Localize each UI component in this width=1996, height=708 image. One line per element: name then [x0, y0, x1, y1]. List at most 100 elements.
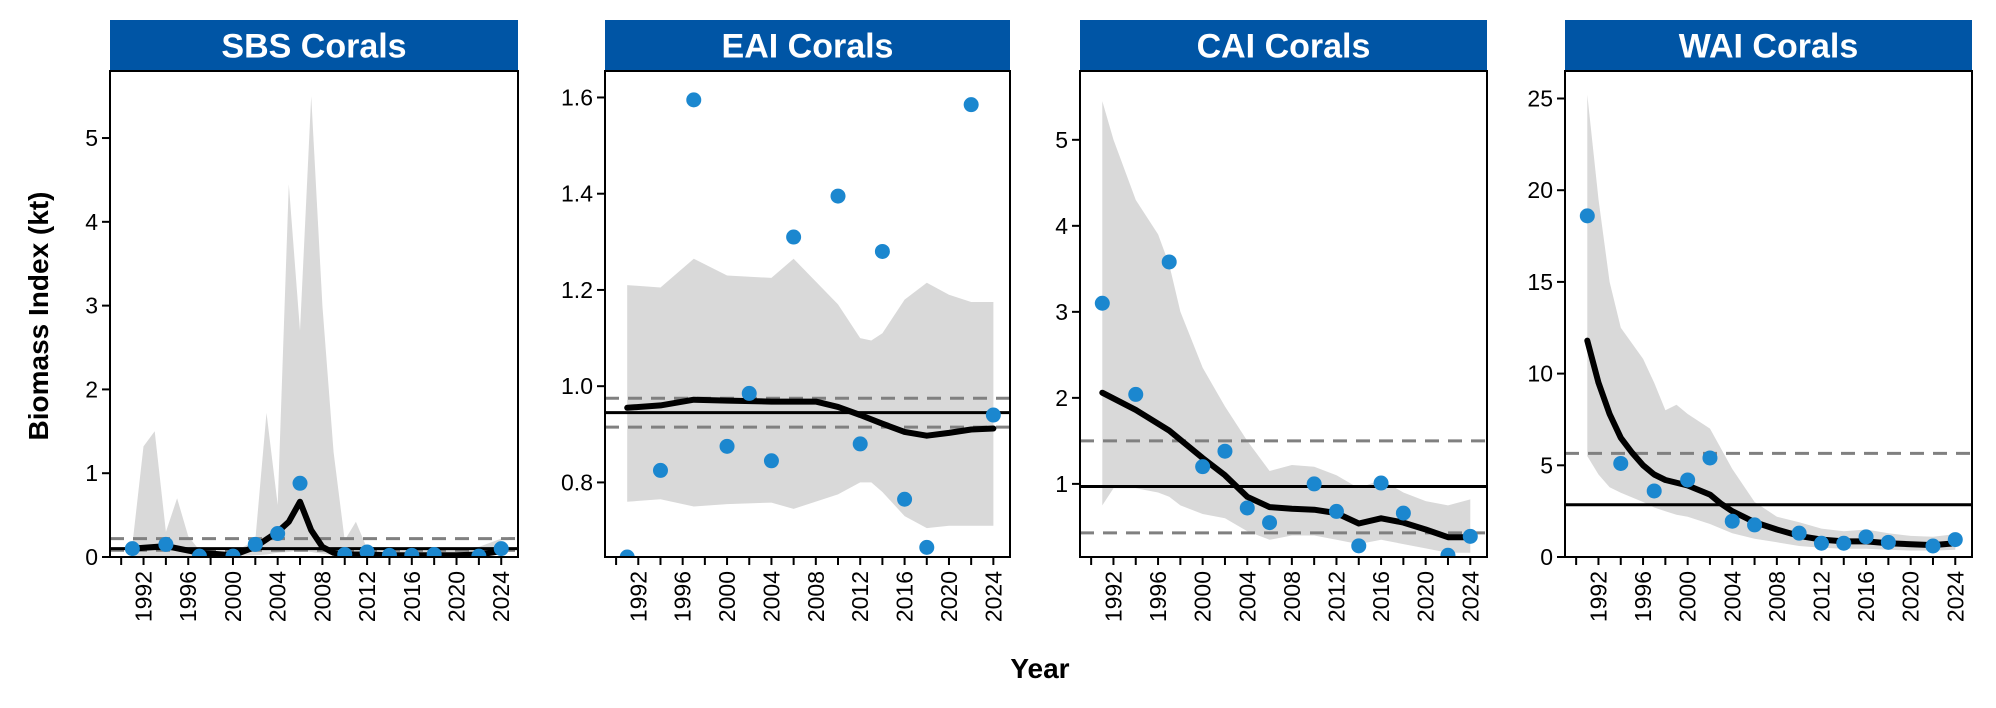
x-tick-label: 2004	[1719, 571, 1745, 622]
data-point	[652, 462, 668, 478]
panel-strip	[605, 20, 1010, 70]
x-tick-label: 2016	[1368, 571, 1394, 622]
data-point	[404, 547, 420, 557]
data-point	[1791, 525, 1807, 541]
data-point	[1351, 538, 1367, 554]
data-point	[1680, 472, 1696, 488]
data-point	[1373, 475, 1389, 491]
confidence-band	[1587, 94, 1956, 551]
x-tick-label: 2008	[803, 571, 829, 622]
x-tick-label: 2024	[1942, 571, 1968, 622]
y-tick-label: 1.0	[561, 373, 593, 399]
x-tick-label: 2012	[354, 571, 380, 622]
data-point	[763, 453, 779, 469]
y-tick-label: 0.8	[561, 469, 593, 495]
data-point	[1813, 535, 1829, 551]
panel-strip	[1080, 20, 1487, 70]
x-tick-label: 2020	[936, 571, 962, 622]
x-tick-label: 2000	[220, 571, 246, 622]
data-point	[619, 549, 635, 557]
data-point	[741, 385, 757, 401]
y-tick-label: 2	[1055, 385, 1068, 411]
data-point	[1613, 455, 1629, 471]
y-tick-label: 2	[85, 376, 98, 402]
data-point	[919, 539, 935, 555]
data-point	[1702, 450, 1718, 466]
data-point	[359, 544, 375, 557]
data-point	[1195, 459, 1211, 475]
data-point	[426, 546, 442, 557]
x-tick-label: 1992	[1100, 571, 1126, 622]
data-point	[1747, 517, 1763, 533]
data-point	[1328, 503, 1344, 519]
y-tick-label: 4	[85, 209, 98, 235]
data-point	[786, 229, 802, 245]
y-tick-label: 5	[85, 125, 98, 151]
data-point	[1217, 443, 1233, 459]
plot-area	[110, 96, 518, 557]
plot-area	[1565, 94, 1972, 554]
data-point	[1128, 386, 1144, 402]
data-point	[1395, 505, 1411, 521]
y-tick-label: 15	[1527, 269, 1553, 295]
data-point	[247, 536, 263, 552]
x-tick-label: 2020	[1413, 571, 1439, 622]
x-tick-label: 2012	[847, 571, 873, 622]
data-point	[1858, 529, 1874, 545]
data-point	[225, 548, 241, 557]
panel-border	[604, 70, 1011, 558]
plot-area	[1080, 101, 1487, 557]
panel-strip	[1565, 20, 1972, 70]
y-tick-label: 0	[1540, 544, 1553, 570]
data-point	[1239, 500, 1255, 516]
x-tick-label: 2012	[1808, 571, 1834, 622]
panel-4: WAI Corals 0 5 10 15 20 25 1992 1996 2000 2004 2008…	[1527, 20, 1973, 622]
panel-3: CAI Corals 1 2 3 4 5 1992 1996 2000 2004 2008 2012 2…	[1055, 20, 1488, 622]
x-tick-label: 2024	[1457, 571, 1483, 622]
x-tick-label: 1996	[175, 571, 201, 622]
x-tick-label: 2008	[1764, 571, 1790, 622]
panel-title: SBS Corals	[221, 28, 406, 66]
data-point	[1947, 532, 1963, 548]
x-tick-label: 1996	[1630, 571, 1656, 622]
data-point	[1306, 476, 1322, 492]
x-tick-label: 2024	[980, 571, 1006, 622]
x-tick-label: 2020	[444, 571, 470, 622]
x-tick-label: 2004	[1234, 571, 1260, 622]
data-point	[1094, 295, 1110, 311]
panel-1: SBS Corals 0 1 2 3 4 5 1992 1996 2000 2004 2008 2012…	[85, 20, 519, 622]
x-tick-label: 2008	[1279, 571, 1305, 622]
trend-line	[1584, 337, 1959, 549]
y-tick-label: 5	[1055, 127, 1068, 153]
data-point	[1836, 535, 1852, 551]
data-point	[124, 541, 140, 557]
data-point	[897, 491, 913, 507]
data-point	[686, 92, 702, 108]
data-point	[1646, 483, 1662, 499]
data-point	[471, 548, 487, 557]
data-point	[270, 526, 286, 542]
y-tick-label: 3	[1055, 299, 1068, 325]
data-point	[292, 475, 308, 491]
x-tick-label: 1992	[1585, 571, 1611, 622]
confidence-band	[132, 96, 502, 557]
data-point	[719, 438, 735, 454]
panel-title: WAI Corals	[1679, 28, 1858, 66]
x-tick-label: 2016	[892, 571, 918, 622]
panel-title: EAI Corals	[722, 28, 894, 66]
x-tick-label: 1996	[670, 571, 696, 622]
y-tick-label: 10	[1527, 361, 1553, 387]
confidence-band	[627, 258, 994, 529]
x-tick-label: 1992	[625, 571, 651, 622]
y-tick-label: 1.4	[561, 181, 593, 207]
panel-strip	[110, 20, 518, 70]
confidence-band	[1102, 101, 1471, 553]
x-tick-label: 2000	[1190, 571, 1216, 622]
y-tick-label: 5	[1540, 452, 1553, 478]
data-point	[191, 548, 207, 557]
y-tick-label: 1.2	[561, 277, 593, 303]
data-point	[381, 547, 397, 557]
y-tick-label: 1	[85, 460, 98, 486]
data-point	[337, 546, 353, 557]
